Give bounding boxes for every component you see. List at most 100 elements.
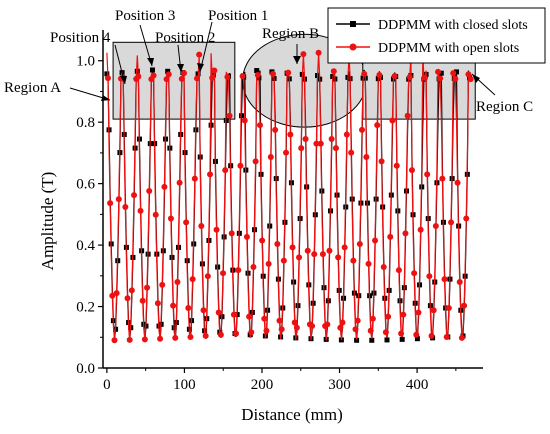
- open-slots-point: [269, 70, 276, 77]
- open-slots-point: [172, 334, 179, 341]
- open-slots-point: [157, 335, 164, 342]
- open-slots-point: [276, 317, 283, 324]
- open-slots-point: [339, 319, 346, 326]
- open-slots-point: [435, 68, 442, 75]
- open-slots-point: [278, 326, 285, 333]
- closed-slots-point: [208, 122, 214, 128]
- open-slots-point: [250, 264, 257, 271]
- open-slots-point: [198, 223, 205, 230]
- open-slots-point: [315, 49, 322, 56]
- open-slots-point: [350, 257, 357, 264]
- closed-slots-point: [384, 337, 390, 343]
- open-slots-point: [150, 72, 157, 79]
- open-slots-point: [437, 75, 444, 82]
- open-slots-point: [348, 149, 355, 156]
- region-b-arrowhead: [293, 56, 301, 64]
- open-slots-point: [406, 74, 413, 81]
- open-slots-point: [174, 279, 181, 286]
- closed-slots-point: [104, 71, 110, 77]
- open-slots-point: [226, 112, 233, 119]
- open-slots-point: [135, 73, 142, 80]
- open-slots-point: [450, 70, 457, 77]
- open-slots-point: [202, 332, 209, 339]
- open-slots-point: [200, 307, 207, 314]
- annotation-region-a: Region A: [4, 80, 61, 96]
- position-1-arrowhead: [197, 63, 204, 72]
- open-slots-point: [122, 204, 129, 211]
- closed-slots-point: [399, 336, 405, 342]
- open-slots-point: [233, 330, 240, 337]
- open-slots-point: [389, 117, 396, 124]
- open-slots-point: [448, 219, 455, 226]
- y-axis-title: Amplitude (T): [38, 172, 57, 271]
- open-slots-point: [311, 251, 318, 258]
- open-slots-point: [111, 337, 118, 344]
- open-slots-point: [280, 257, 287, 264]
- open-slots-point: [313, 140, 320, 147]
- open-slots-point: [430, 307, 437, 314]
- open-slots-point: [209, 74, 216, 81]
- series-layer: [104, 49, 474, 344]
- open-slots-point: [445, 304, 452, 311]
- open-slots-point: [107, 200, 114, 207]
- closed-slots-point: [453, 69, 459, 75]
- closed-slots-point: [369, 337, 375, 343]
- open-slots-point: [439, 175, 446, 182]
- open-slots-point: [207, 171, 214, 178]
- open-slots-point: [361, 70, 368, 77]
- legend-closed-marker: [350, 21, 356, 27]
- open-slots-point: [417, 226, 424, 233]
- open-slots-point: [215, 309, 222, 316]
- open-slots-point: [222, 167, 229, 174]
- open-slots-point: [391, 73, 398, 80]
- closed-slots-point: [438, 70, 444, 76]
- open-slots-point: [191, 175, 198, 182]
- open-slots-point: [395, 267, 402, 274]
- legend-open-marker: [349, 43, 357, 51]
- closed-slots-point: [134, 68, 140, 74]
- open-slots-point: [256, 122, 263, 129]
- open-slots-point: [309, 323, 316, 330]
- open-slots-point: [363, 154, 370, 161]
- annotation-position-2: Position 2: [155, 30, 215, 46]
- region-a-box: [112, 41, 236, 120]
- open-slots-point: [272, 126, 279, 133]
- open-slots-point: [204, 273, 211, 280]
- open-slots-point: [432, 223, 439, 230]
- open-slots-point: [324, 321, 331, 328]
- open-slots-point: [465, 71, 472, 78]
- open-slots-point: [372, 237, 379, 244]
- closed-slots-point: [414, 336, 420, 342]
- annotation-position-3: Position 3: [115, 8, 175, 24]
- open-slots-point: [170, 302, 177, 309]
- open-slots-point: [115, 196, 122, 203]
- open-slots-point: [421, 74, 428, 81]
- closed-slots-point: [254, 68, 260, 74]
- open-slots-point: [356, 240, 363, 247]
- open-slots-point: [398, 330, 405, 337]
- open-slots-point: [393, 162, 400, 169]
- open-slots-point: [335, 254, 342, 261]
- open-slots-point: [220, 270, 227, 277]
- open-slots-point: [189, 276, 196, 283]
- open-slots-point: [304, 247, 311, 254]
- open-slots-point: [161, 183, 168, 190]
- open-slots-point: [224, 74, 231, 81]
- open-slots-point: [139, 297, 146, 304]
- open-slots-point: [300, 51, 307, 58]
- closed-slots-point: [354, 337, 360, 343]
- open-slots-point: [176, 179, 183, 186]
- open-slots-point: [144, 284, 151, 291]
- annotations-layer: Position 4 Position 3 Position 2 Positio…: [4, 8, 533, 115]
- open-slots-point: [230, 311, 237, 318]
- open-slots-point: [185, 304, 192, 311]
- annotation-position-4: Position 4: [50, 30, 111, 46]
- open-slots-point: [241, 117, 248, 124]
- open-slots-point: [293, 324, 300, 331]
- y-tick-label: 0.0: [76, 361, 95, 377]
- open-slots-point: [263, 327, 270, 334]
- y-tick-label: 0.6: [76, 177, 95, 193]
- open-slots-point: [217, 331, 224, 338]
- open-slots-point: [369, 315, 376, 322]
